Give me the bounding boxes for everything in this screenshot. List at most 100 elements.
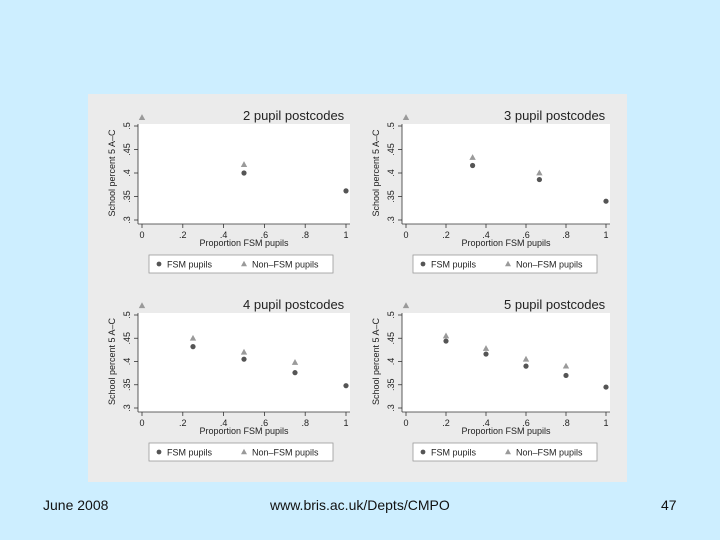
y-axis-label: School percent 5 A–C [107,129,117,217]
data-point-non-fsm [442,332,450,339]
footer-page-number: 47 [661,497,677,513]
data-point-non-fsm [291,359,299,365]
y-tick-label: .5 [386,311,396,319]
panel-3: 4 pupil postcodes 0 .2 .4 .6 .8 1 Proportion FS… [107,297,350,462]
panel-title: 4 pupil postcodes [243,297,345,312]
panel-title: 3 pupil postcodes [504,108,606,123]
y-tick-label: .3 [122,216,132,224]
y-tick-label: .3 [386,404,396,412]
y-tick-label: .5 [386,122,396,130]
legend-label-fsm: FSM pupils [167,448,213,458]
legend-label-fsm: FSM pupils [167,260,213,270]
y-axis-label: School percent 5 A–C [107,317,117,405]
data-point-non-fsm [189,334,197,341]
legend: FSM pupils Non–FSM pupils [148,442,334,462]
x-tick-label: .8 [301,230,309,240]
x-tick-label: .8 [301,418,309,428]
legend-label-non-fsm: Non–FSM pupils [252,260,319,270]
plot-area [402,313,610,412]
legend-label-non-fsm: Non–FSM pupils [252,448,319,458]
plot-area [138,313,350,412]
data-point-non-fsm [138,302,146,309]
data-point-fsm [603,384,609,390]
y-tick-label: .45 [122,332,132,345]
data-point-non-fsm [138,114,146,120]
chart-svg: 2 pupil postcodes 0 .2 .4 .6 .8 1 Proportion FS… [107,108,610,462]
legend-marker-fsm [156,261,162,267]
x-tick-label: .2 [442,230,450,240]
y-tick-label: .45 [386,143,396,156]
x-axis-label: Proportion FSM pupils [461,238,551,248]
footer-date: June 2008 [43,497,109,513]
panel-2: 3 pupil postcodes 0 .2 .4 .6 .8 1 Proportion FS… [371,108,610,274]
data-point-fsm [603,198,609,204]
chart-figure: 2 pupil postcodes 0 .2 .4 .6 .8 1 Proportion FS… [88,94,627,482]
x-tick-label: 1 [343,418,348,428]
legend-label-non-fsm: Non–FSM pupils [516,448,583,458]
legend-box [412,442,598,462]
x-tick-label: 0 [139,230,144,240]
y-tick-label: .35 [386,378,396,391]
data-point-fsm [343,188,349,194]
legend: FSM pupils Non–FSM pupils [148,254,334,274]
y-tick-label: .4 [386,358,396,366]
data-point-fsm [241,170,247,176]
x-tick-label: 0 [139,418,144,428]
data-point-non-fsm [522,355,530,362]
legend-label-fsm: FSM pupils [431,260,477,270]
data-point-non-fsm [536,169,543,176]
legend-box [148,254,334,274]
data-point-non-fsm [402,114,410,120]
legend: FSM pupils Non–FSM pupils [412,254,598,274]
x-tick-label: .8 [562,230,570,240]
legend-box [148,442,334,462]
legend-marker-fsm [156,449,162,455]
y-tick-label: .4 [122,169,132,177]
data-point-fsm [483,351,489,357]
y-tick-label: .45 [386,332,396,345]
x-tick-label: .4 [220,230,228,240]
data-point-fsm [443,338,449,344]
x-tick-label: .4 [220,418,228,428]
x-axis-label: Proportion FSM pupils [461,426,551,436]
x-tick-label: 0 [403,418,408,428]
data-point-fsm [523,363,529,369]
x-tick-label: .8 [562,418,570,428]
x-tick-label: 1 [603,230,608,240]
x-tick-label: .2 [179,418,187,428]
y-tick-label: .3 [122,404,132,412]
x-tick-label: .4 [482,418,490,428]
x-tick-label: .6 [261,418,269,428]
x-tick-label: .6 [261,230,269,240]
plot-area [402,124,610,224]
x-tick-label: 1 [603,418,608,428]
y-tick-label: .3 [386,216,396,224]
y-axis-label: School percent 5 A–C [371,129,381,217]
y-axis-label: School percent 5 A–C [371,317,381,405]
data-point-non-fsm [240,348,248,355]
y-tick-label: .35 [122,378,132,391]
legend-label-non-fsm: Non–FSM pupils [516,260,583,270]
data-point-fsm [343,383,349,389]
legend-label-fsm: FSM pupils [431,448,477,458]
data-point-fsm [563,372,569,379]
y-tick-label: .4 [122,358,132,366]
panel-1: 2 pupil postcodes 0 .2 .4 .6 .8 1 Proportion FS… [107,108,350,274]
x-axis-label: Proportion FSM pupils [199,238,289,248]
panel-title: 5 pupil postcodes [504,297,606,312]
x-tick-label: .2 [179,230,187,240]
y-tick-label: .5 [122,311,132,319]
data-point-fsm [190,344,196,350]
y-tick-label: .5 [122,122,132,130]
legend-marker-non-fsm [505,260,511,267]
y-tick-label: .35 [122,190,132,203]
data-point-non-fsm [482,345,490,351]
legend-marker-fsm [420,449,426,455]
x-tick-label: .4 [482,230,490,240]
data-point-fsm [536,176,542,183]
y-tick-label: .45 [122,143,132,156]
panel-4: 5 pupil postcodes 0 .2 .4 .6 .8 1 Proportion FS… [371,297,610,462]
y-tick-label: .35 [386,190,396,203]
legend-box [412,254,598,274]
x-tick-label: .6 [522,230,530,240]
